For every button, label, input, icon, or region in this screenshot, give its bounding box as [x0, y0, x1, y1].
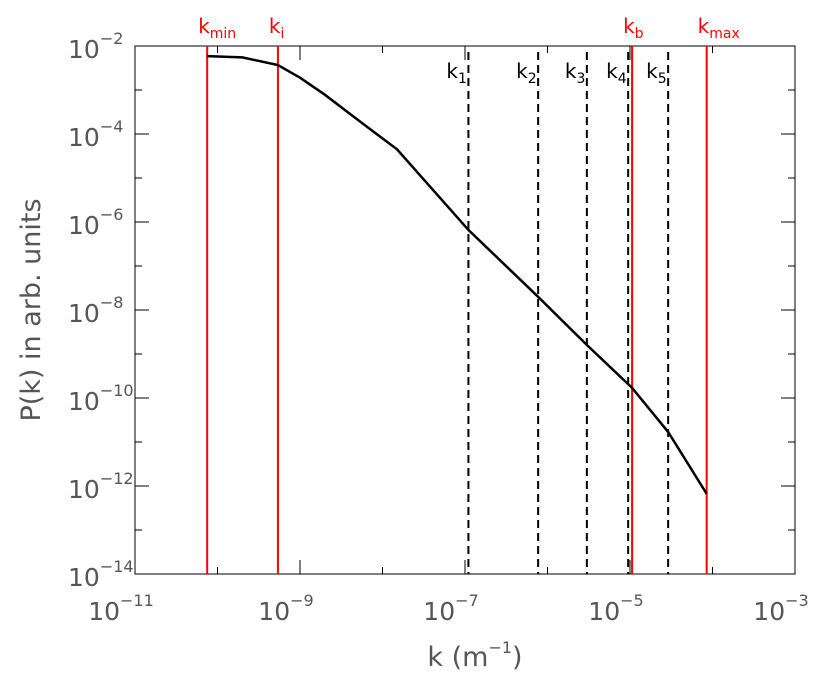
- x-axis-label: k (m−1): [427, 638, 522, 673]
- line-label-k: k: [198, 14, 210, 38]
- line-label-sub: 4: [618, 71, 627, 87]
- x-tick-exp: −7: [455, 591, 479, 610]
- line-label-sub: min: [210, 26, 236, 42]
- line-label-k: k: [698, 14, 710, 38]
- line-label-sub: b: [635, 26, 644, 42]
- line-label-k: k: [606, 59, 618, 83]
- y-tick-base: 10: [68, 35, 100, 64]
- x-tick-base: 10: [423, 597, 455, 626]
- x-tick-base: 10: [88, 597, 120, 626]
- x-tick-base: 10: [588, 597, 620, 626]
- line-label: k3: [565, 59, 586, 87]
- y-tick-label: 10−12: [68, 469, 134, 504]
- x-tick-exp: −3: [785, 591, 809, 610]
- plot-frame: [134, 45, 796, 575]
- x-tick-label: 10−11: [88, 591, 154, 626]
- y-tick-exp: −14: [100, 557, 134, 576]
- y-tick-label: 10−2: [68, 29, 123, 64]
- data-line: [207, 54, 708, 495]
- x-axis-label-sup: −1: [488, 638, 512, 657]
- line-label: kmin: [198, 14, 236, 42]
- line-label: kb: [623, 14, 644, 42]
- x-tick-label: 10−9: [258, 591, 313, 626]
- line-label: k1: [446, 59, 467, 87]
- line-label-k: k: [646, 59, 658, 83]
- y-tick-base: 10: [68, 211, 100, 240]
- x-tick-label: 10−3: [753, 591, 808, 626]
- x-tick-label: 10−7: [423, 591, 478, 626]
- y-tick-base: 10: [68, 387, 100, 416]
- y-tick-exp: −6: [100, 205, 124, 224]
- y-tick-base: 10: [68, 563, 100, 592]
- x-tick-label: 10−5: [588, 591, 643, 626]
- line-label: ki: [269, 14, 284, 42]
- x-axis-label-end: ): [512, 642, 523, 673]
- line-label-sub: 1: [458, 71, 467, 87]
- line-label-k: k: [623, 14, 635, 38]
- line-label: kmax: [698, 14, 740, 42]
- line-label: k2: [516, 59, 537, 87]
- y-tick-label: 10−6: [68, 205, 123, 240]
- x-tick-base: 10: [258, 597, 290, 626]
- y-tick-base: 10: [68, 475, 100, 504]
- x-tick-base: 10: [753, 597, 785, 626]
- line-label-sub: i: [281, 26, 285, 42]
- y-tick-label: 10−14: [68, 557, 134, 592]
- line-label: k4: [606, 59, 627, 87]
- x-axis-label-text: k (m: [427, 642, 488, 673]
- x-tick-exp: −11: [120, 591, 154, 610]
- y-tick-label: 10−4: [68, 117, 123, 152]
- line-label-k: k: [565, 59, 577, 83]
- y-tick-label: 10−8: [68, 293, 123, 328]
- y-tick-exp: −12: [100, 469, 134, 488]
- line-label: k5: [646, 59, 667, 87]
- line-label-k: k: [446, 59, 458, 83]
- y-axis-label: P(k) in arb. units: [16, 198, 47, 421]
- line-label-k: k: [516, 59, 528, 83]
- y-tick-exp: −10: [100, 381, 134, 400]
- y-tick-base: 10: [68, 123, 100, 152]
- line-label-sub: max: [709, 26, 740, 42]
- x-tick-exp: −5: [620, 591, 644, 610]
- y-tick-exp: −2: [100, 29, 124, 48]
- line-label-k: k: [269, 14, 281, 38]
- y-tick-exp: −4: [100, 117, 124, 136]
- y-tick-label: 10−10: [68, 381, 134, 416]
- line-label-sub: 2: [528, 71, 537, 87]
- y-tick-exp: −8: [100, 293, 124, 312]
- line-label-sub: 5: [658, 71, 667, 87]
- line-label-sub: 3: [576, 71, 585, 87]
- y-tick-base: 10: [68, 299, 100, 328]
- x-tick-exp: −9: [290, 591, 314, 610]
